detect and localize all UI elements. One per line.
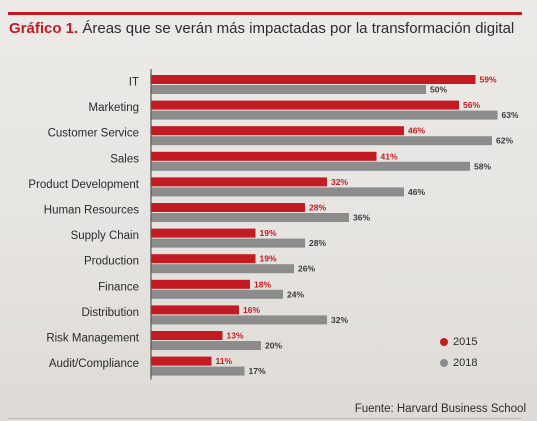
value-label-2018-marketing: 63% [502, 110, 519, 120]
value-label-2018-finance: 24% [287, 289, 304, 299]
value-label-2018-product-development: 46% [408, 187, 425, 197]
chart-title-label: Gráfico 1. [9, 20, 79, 37]
bar-2018-audit-compliance [151, 366, 245, 376]
bottom-rule [8, 418, 522, 419]
value-label-2018-customer-service: 62% [496, 136, 513, 146]
value-label-2015-finance: 18% [254, 279, 271, 289]
value-label-2015-audit-compliance: 11% [216, 356, 233, 366]
bar-2018-risk-management [151, 341, 261, 350]
value-label-2018-production: 26% [298, 264, 315, 274]
value-label-2018-human-resources: 36% [353, 213, 370, 223]
chart-legend: 2015 2018 [440, 331, 477, 373]
bar-2018-customer-service [151, 136, 492, 146]
value-label-2015-risk-management: 13% [227, 331, 244, 341]
bar-2018-marketing [151, 110, 498, 120]
bar-2015-risk-management [151, 331, 223, 340]
category-label-human-resources: Human Resources [44, 205, 139, 217]
category-label-sales: Sales [110, 153, 139, 165]
bar-2018-sales [151, 161, 470, 171]
bar-2018-production [151, 264, 294, 274]
category-label-audit-compliance: Audit/Compliance [49, 358, 139, 370]
value-label-2015-marketing: 56% [463, 100, 480, 110]
chart-title: Gráfico 1. Áreas que se verán más impact… [9, 18, 514, 40]
value-label-2018-risk-management: 20% [265, 341, 282, 351]
bar-2018-finance [151, 289, 283, 299]
bar-2018-it [151, 85, 426, 94]
value-label-2015-distribution: 16% [243, 305, 260, 315]
bar-2015-supply-chain [151, 228, 256, 238]
legend-label-2018: 2018 [453, 356, 478, 369]
chart-title-text: Áreas que se verán más impactadas por la… [82, 20, 515, 37]
source-note: Fuente: Harvard Business School [354, 403, 526, 415]
category-label-risk-management: Risk Management [46, 333, 139, 345]
value-label-2018-audit-compliance: 17% [249, 366, 266, 376]
bar-2015-it [151, 75, 476, 84]
category-label-it: IT [129, 77, 139, 89]
bar-2015-customer-service [151, 126, 404, 136]
value-label-2018-it: 50% [430, 85, 447, 95]
value-label-2015-product-development: 32% [331, 177, 348, 187]
bar-2015-finance [151, 279, 250, 289]
value-label-2018-sales: 58% [474, 161, 491, 171]
bar-2015-sales [151, 151, 377, 161]
value-label-2015-supply-chain: 19% [260, 228, 277, 238]
bar-2018-human-resources [151, 213, 349, 222]
bar-2018-supply-chain [151, 238, 305, 248]
bar-2015-distribution [151, 305, 239, 315]
bar-2018-distribution [151, 315, 327, 325]
value-label-2015-sales: 41% [381, 151, 398, 161]
category-label-distribution: Distribution [81, 307, 139, 319]
value-label-2015-customer-service: 46% [408, 126, 425, 136]
category-label-production: Production [84, 256, 139, 268]
bar-2015-human-resources [151, 203, 305, 212]
bar-2015-production [151, 254, 256, 264]
legend-item-2015: 2015 [440, 331, 477, 352]
legend-item-2018: 2018 [440, 352, 477, 373]
category-label-customer-service: Customer Service [48, 128, 139, 140]
category-label-finance: Finance [98, 281, 139, 293]
value-label-2018-supply-chain: 28% [309, 238, 326, 248]
legend-swatch-2015 [440, 337, 448, 346]
category-label-product-development: Product Development [28, 179, 139, 191]
top-rule [8, 12, 522, 15]
bar-2018-product-development [151, 187, 404, 197]
value-label-2015-it: 59% [480, 75, 497, 85]
bar-2015-marketing [151, 100, 459, 110]
bar-2015-audit-compliance [151, 356, 212, 366]
value-label-2015-human-resources: 28% [309, 203, 326, 213]
category-label-marketing: Marketing [89, 102, 140, 114]
legend-swatch-2018 [440, 358, 448, 367]
bar-2015-product-development [151, 177, 327, 187]
category-label-supply-chain: Supply Chain [71, 230, 139, 242]
value-label-2018-distribution: 32% [331, 315, 348, 325]
value-label-2015-production: 19% [260, 254, 277, 264]
legend-label-2015: 2015 [453, 335, 478, 348]
